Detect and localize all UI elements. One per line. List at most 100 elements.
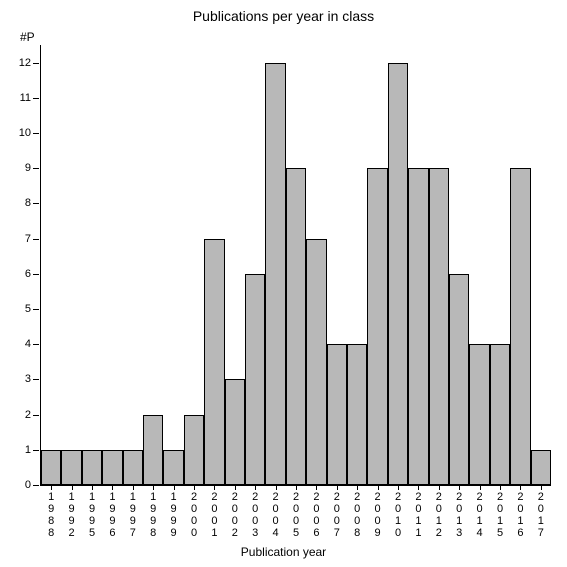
bar bbox=[184, 415, 204, 485]
y-tick bbox=[33, 450, 39, 451]
x-tick bbox=[174, 485, 175, 490]
y-tick-label: 4 bbox=[25, 338, 31, 350]
x-tick-label: 1 9 9 2 bbox=[69, 491, 75, 539]
bar bbox=[61, 450, 81, 485]
x-tick-label: 2 0 1 4 bbox=[477, 491, 483, 539]
bar bbox=[408, 168, 428, 485]
bar bbox=[469, 344, 489, 485]
y-tick-label: 7 bbox=[25, 233, 31, 245]
x-tick bbox=[418, 485, 419, 490]
y-tick bbox=[33, 203, 39, 204]
x-tick bbox=[520, 485, 521, 490]
x-tick bbox=[112, 485, 113, 490]
bar bbox=[429, 168, 449, 485]
bar bbox=[41, 450, 61, 485]
x-tick-label: 2 0 0 5 bbox=[293, 491, 299, 539]
bar bbox=[327, 344, 347, 485]
y-tick-label: 10 bbox=[19, 127, 31, 139]
x-tick bbox=[92, 485, 93, 490]
bar bbox=[204, 239, 224, 485]
y-tick bbox=[33, 309, 39, 310]
x-tick-label: 1 9 9 7 bbox=[130, 491, 136, 539]
y-tick-label: 0 bbox=[25, 479, 31, 491]
y-tick bbox=[33, 98, 39, 99]
chart-container: Publications per year in class #P 012345… bbox=[0, 0, 567, 567]
chart-title: Publications per year in class bbox=[0, 8, 567, 24]
x-tick-label: 2 0 1 5 bbox=[497, 491, 503, 539]
bar bbox=[163, 450, 183, 485]
x-tick-label: 1 9 9 9 bbox=[171, 491, 177, 539]
x-tick bbox=[153, 485, 154, 490]
y-axis-label: #P bbox=[20, 30, 35, 44]
x-tick bbox=[235, 485, 236, 490]
x-tick bbox=[357, 485, 358, 490]
x-tick-label: 2 0 1 7 bbox=[538, 491, 544, 539]
x-tick bbox=[378, 485, 379, 490]
x-tick-label: 1 9 9 5 bbox=[89, 491, 95, 539]
bar bbox=[102, 450, 122, 485]
bar bbox=[306, 239, 326, 485]
y-tick bbox=[33, 415, 39, 416]
bar bbox=[286, 168, 306, 485]
x-tick bbox=[500, 485, 501, 490]
y-tick bbox=[33, 485, 39, 486]
y-tick bbox=[33, 239, 39, 240]
y-tick-label: 9 bbox=[25, 162, 31, 174]
bar bbox=[388, 63, 408, 485]
bar bbox=[123, 450, 143, 485]
x-tick-label: 2 0 0 3 bbox=[252, 491, 258, 539]
bar bbox=[143, 415, 163, 485]
x-tick bbox=[337, 485, 338, 490]
bar bbox=[245, 274, 265, 485]
x-tick-label: 2 0 0 8 bbox=[354, 491, 360, 539]
y-tick-label: 3 bbox=[25, 373, 31, 385]
x-tick bbox=[480, 485, 481, 490]
x-tick-label: 2 0 0 6 bbox=[313, 491, 319, 539]
y-tick bbox=[33, 274, 39, 275]
x-tick bbox=[51, 485, 52, 490]
y-tick-label: 6 bbox=[25, 268, 31, 280]
x-tick-label: 1 9 9 8 bbox=[150, 491, 156, 539]
x-tick bbox=[459, 485, 460, 490]
x-tick-label: 2 0 0 0 bbox=[191, 491, 197, 539]
x-tick bbox=[194, 485, 195, 490]
bar bbox=[265, 63, 285, 485]
x-tick-label: 2 0 0 2 bbox=[232, 491, 238, 539]
y-tick-label: 5 bbox=[25, 303, 31, 315]
y-tick bbox=[33, 344, 39, 345]
x-tick-label: 2 0 0 7 bbox=[334, 491, 340, 539]
x-tick bbox=[439, 485, 440, 490]
x-tick-label: 2 0 0 1 bbox=[211, 491, 217, 539]
x-tick bbox=[541, 485, 542, 490]
y-tick-label: 1 bbox=[25, 444, 31, 456]
y-tick bbox=[33, 133, 39, 134]
x-tick-label: 2 0 1 1 bbox=[415, 491, 421, 539]
x-tick-label: 1 9 8 8 bbox=[48, 491, 54, 539]
x-tick bbox=[214, 485, 215, 490]
y-tick-label: 8 bbox=[25, 197, 31, 209]
x-tick bbox=[398, 485, 399, 490]
x-tick-label: 2 0 1 0 bbox=[395, 491, 401, 539]
bar bbox=[225, 379, 245, 485]
x-tick-label: 2 0 0 9 bbox=[375, 491, 381, 539]
bar bbox=[510, 168, 530, 485]
y-tick bbox=[33, 168, 39, 169]
x-tick bbox=[296, 485, 297, 490]
x-tick-label: 2 0 1 2 bbox=[436, 491, 442, 539]
x-tick bbox=[72, 485, 73, 490]
bar bbox=[449, 274, 469, 485]
x-axis-label: Publication year bbox=[0, 545, 567, 559]
bar bbox=[490, 344, 510, 485]
y-tick-label: 11 bbox=[20, 92, 31, 104]
x-tick-label: 1 9 9 6 bbox=[109, 491, 115, 539]
y-tick bbox=[33, 63, 39, 64]
bar bbox=[367, 168, 387, 485]
y-tick-label: 12 bbox=[19, 57, 31, 69]
x-tick-label: 2 0 1 6 bbox=[517, 491, 523, 539]
bar bbox=[347, 344, 367, 485]
x-tick bbox=[133, 485, 134, 490]
x-tick-label: 2 0 0 4 bbox=[273, 491, 279, 539]
plot-area: 01234567891011121 9 8 81 9 9 21 9 9 51 9… bbox=[40, 45, 551, 486]
y-tick bbox=[33, 379, 39, 380]
x-tick bbox=[276, 485, 277, 490]
